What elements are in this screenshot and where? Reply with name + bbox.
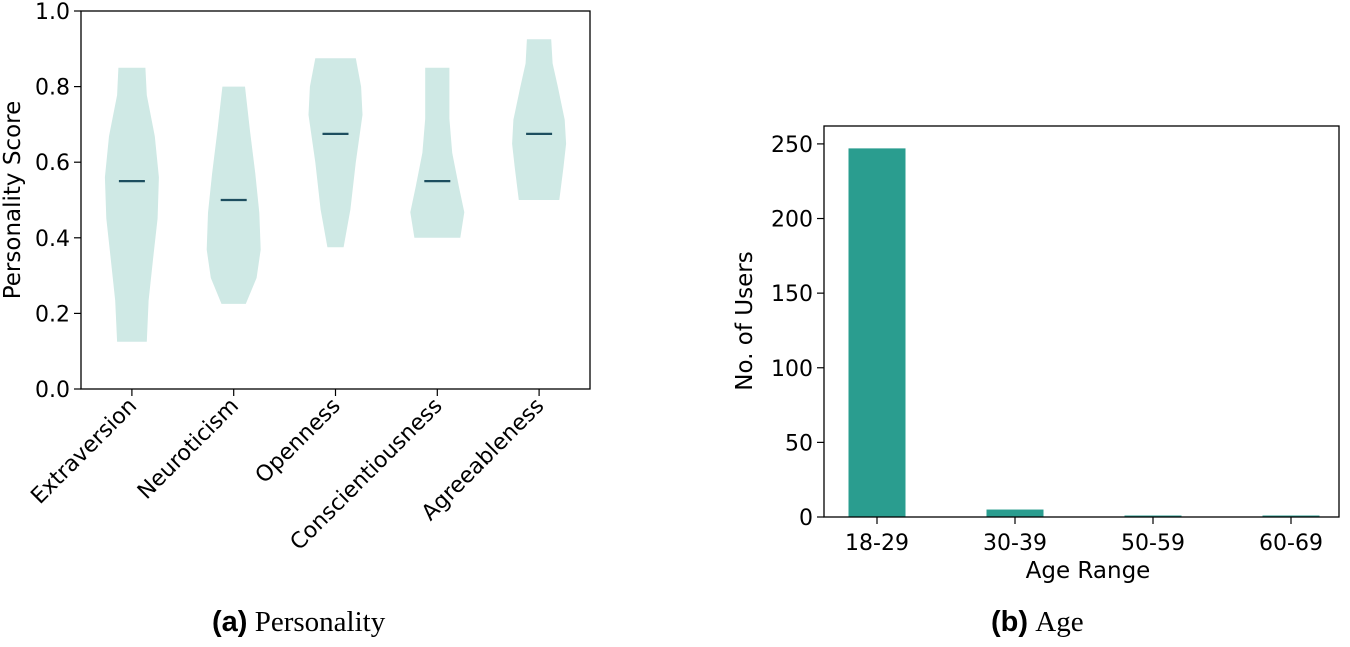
violin-neuroticism (206, 86, 261, 304)
age-ytick-label: 100 (771, 357, 813, 382)
personality-ytick-label: 0.6 (35, 151, 70, 176)
personality-ytick-label: 0.2 (35, 302, 70, 327)
age-bar-chart: 0 50 100 150 200 250 18-29 30-39 50-59 60-69 Age… (732, 125, 1340, 584)
personality-xtick-label: Openness (251, 394, 346, 489)
age-ytick-label: 50 (785, 431, 813, 456)
age-ytick-label: 0 (799, 506, 813, 531)
age-bar-30-39 (986, 509, 1044, 517)
age-ytick-label: 200 (771, 208, 813, 233)
violin-agreeableness (512, 39, 567, 200)
caption-age: (b) Age (991, 606, 1084, 639)
age-bar-60-69 (1262, 515, 1320, 517)
violin-openness (308, 58, 363, 248)
personality-ytick-label: 1.0 (35, 0, 70, 25)
personality-ytick-label: 0.8 (35, 76, 70, 101)
personality-ytick-label: 0.0 (35, 378, 70, 403)
age-plot-frame (823, 125, 1340, 518)
violin-extraversion (104, 67, 159, 342)
personality-y-axis-label: Personality Score (0, 101, 26, 300)
age-ytick-label: 250 (771, 133, 813, 158)
caption-personality-label: (a) (212, 606, 248, 638)
age-xtick-label: 60-69 (1259, 531, 1323, 556)
age-ytick-label: 150 (771, 282, 813, 307)
caption-personality: (a) Personality (212, 606, 385, 639)
age-x-axis-label: Age Range (1026, 558, 1151, 584)
personality-ytick-label: 0.4 (35, 227, 70, 252)
caption-personality-text: Personality (254, 606, 386, 638)
personality-xtick-label: Neuroticism (133, 394, 244, 505)
figure: 0.0 0.2 0.4 0.6 0.8 1.0 ExtraversionNeurotici… (0, 0, 1340, 584)
age-bar-18-29 (848, 148, 906, 517)
age-bar-50-59 (1124, 515, 1182, 517)
personality-xtick-label: Extraversion (26, 394, 142, 510)
age-xtick-label: 50-59 (1121, 531, 1185, 556)
violin-conscientiousness (410, 67, 465, 238)
age-y-axis-label: No. of Users (732, 251, 758, 390)
caption-age-text: Age (1035, 606, 1084, 638)
age-xtick-label: 18-29 (845, 531, 909, 556)
personality-violin-chart: 0.0 0.2 0.4 0.6 0.8 1.0 ExtraversionNeurotici… (0, 0, 591, 555)
age-xtick-label: 30-39 (983, 531, 1047, 556)
caption-age-label: (b) (991, 606, 1029, 638)
